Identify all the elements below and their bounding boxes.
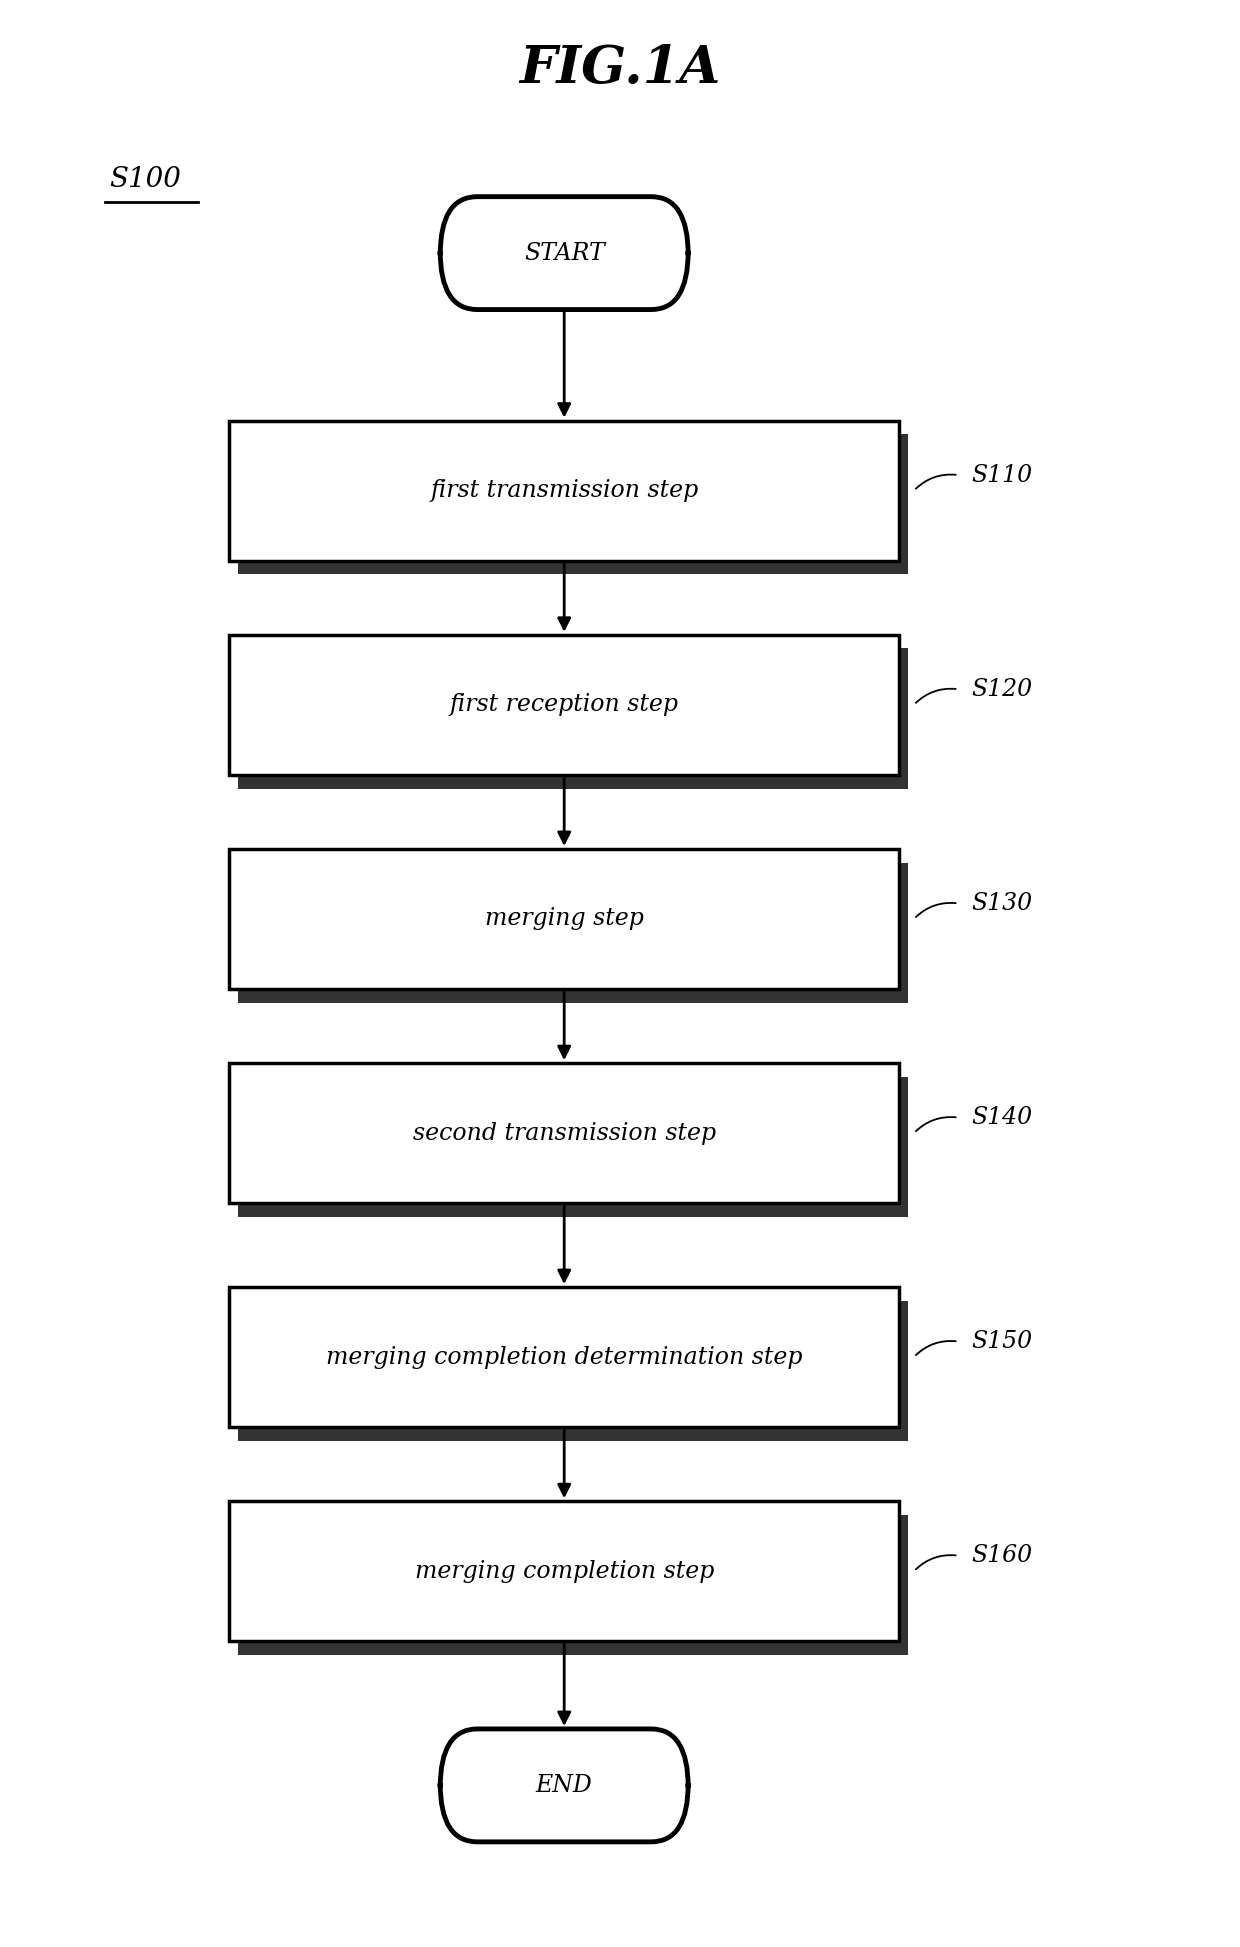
Text: FIG.1A: FIG.1A (520, 43, 720, 93)
Text: S160: S160 (971, 1544, 1032, 1567)
Text: END: END (536, 1774, 593, 1797)
FancyBboxPatch shape (440, 1729, 688, 1842)
Text: second transmission step: second transmission step (413, 1121, 715, 1145)
Bar (229, 635, 899, 775)
Bar (229, 421, 899, 561)
Bar (238, 1515, 908, 1655)
Bar (229, 849, 899, 989)
Text: S140: S140 (971, 1106, 1032, 1129)
Text: S120: S120 (971, 678, 1032, 701)
Bar (238, 1077, 908, 1217)
Text: merging step: merging step (485, 907, 644, 931)
Text: S100: S100 (109, 165, 181, 193)
Bar (229, 421, 899, 561)
Bar (238, 648, 908, 789)
Bar (229, 1063, 899, 1203)
Bar (238, 1301, 908, 1441)
FancyBboxPatch shape (440, 197, 688, 310)
Text: START: START (523, 241, 605, 265)
Bar (229, 1063, 899, 1203)
Text: merging completion determination step: merging completion determination step (326, 1345, 802, 1369)
Bar (229, 1501, 899, 1641)
Text: S150: S150 (971, 1330, 1032, 1353)
Bar (229, 1287, 899, 1427)
Bar (238, 434, 908, 574)
Bar (229, 849, 899, 989)
Bar (229, 1501, 899, 1641)
Text: S130: S130 (971, 892, 1032, 915)
Text: S110: S110 (971, 463, 1032, 487)
Bar (238, 863, 908, 1003)
Text: first transmission step: first transmission step (430, 479, 698, 502)
Text: merging completion step: merging completion step (414, 1560, 714, 1583)
Bar (229, 635, 899, 775)
Bar (229, 1287, 899, 1427)
Text: first reception step: first reception step (450, 693, 678, 716)
